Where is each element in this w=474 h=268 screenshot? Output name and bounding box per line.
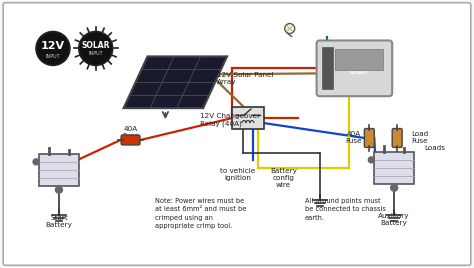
FancyBboxPatch shape: [317, 40, 392, 96]
Circle shape: [79, 32, 113, 65]
Polygon shape: [124, 56, 227, 108]
FancyBboxPatch shape: [365, 129, 374, 147]
Text: Auxiliary
Battery: Auxiliary Battery: [378, 213, 410, 226]
Text: SOLAR: SOLAR: [82, 41, 110, 50]
Text: 12V Changeover
Relay (40A): 12V Changeover Relay (40A): [200, 113, 260, 127]
Text: REDARC: REDARC: [350, 71, 369, 75]
Text: 12V: 12V: [41, 42, 65, 51]
Text: to vehicle
ignition: to vehicle ignition: [220, 168, 255, 181]
FancyBboxPatch shape: [374, 152, 414, 184]
Text: INPUT: INPUT: [46, 54, 60, 59]
Circle shape: [36, 32, 70, 65]
FancyBboxPatch shape: [3, 3, 471, 265]
Text: 40A
Fuse: 40A Fuse: [345, 132, 362, 144]
Text: Battery
config
wire: Battery config wire: [270, 168, 297, 188]
Text: Load
Fuse: Load Fuse: [411, 132, 428, 144]
Circle shape: [368, 157, 374, 163]
FancyBboxPatch shape: [336, 49, 383, 70]
FancyBboxPatch shape: [232, 107, 264, 129]
FancyBboxPatch shape: [39, 154, 79, 186]
Text: All ground points must
be connected to chassis
earth.: All ground points must be connected to c…: [305, 198, 385, 221]
FancyBboxPatch shape: [321, 47, 334, 89]
Text: 12V Solar Panel
Array: 12V Solar Panel Array: [217, 72, 273, 85]
FancyBboxPatch shape: [121, 135, 140, 145]
Text: INPUT: INPUT: [89, 51, 103, 56]
Circle shape: [285, 24, 295, 34]
FancyBboxPatch shape: [392, 129, 402, 147]
Text: Start
Battery: Start Battery: [46, 215, 73, 228]
Text: Note: Power wires must be
at least 6mm² and must be
crimped using an
appropriate: Note: Power wires must be at least 6mm² …: [155, 198, 247, 229]
Circle shape: [391, 184, 398, 191]
Circle shape: [55, 186, 63, 193]
Circle shape: [33, 159, 39, 165]
Text: 40A
Fuse: 40A Fuse: [122, 126, 139, 139]
Text: Loads: Loads: [424, 145, 445, 151]
